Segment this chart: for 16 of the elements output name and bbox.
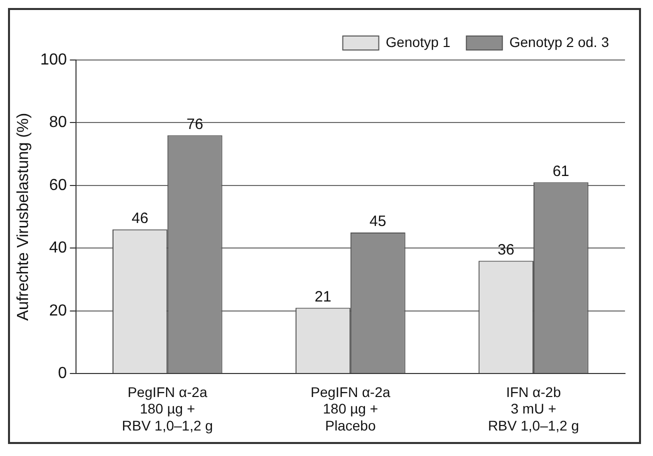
y-tick-label: 80 (49, 114, 67, 132)
data-label: 46 (132, 210, 148, 227)
legend-label: Genotyp 1 (386, 34, 451, 50)
x-tick-label: PegIFN α-2a 180 µg + Placebo (310, 384, 390, 434)
data-label: 21 (314, 288, 332, 306)
legend-label: Genotyp 2 od. 3 (509, 34, 610, 50)
data-label: 45 (370, 213, 386, 230)
y-tick-label: 20 (49, 302, 67, 320)
data-label: 61 (552, 162, 570, 180)
y-tick-label: 0 (58, 365, 67, 382)
y-tick-label: 40 (49, 240, 67, 257)
x-tick-label: PegIFN α-2a 180 µg + RBV 1,0–1,2 g (122, 384, 213, 434)
y-tick-label: 60 (49, 176, 67, 194)
y-tick-label: 100 (40, 51, 67, 68)
x-tick-label: IFN α-2b 3 mU + RBV 1,0–1,2 g (488, 384, 580, 434)
y-axis-title: Aufrechte Virusbelastung (%) (15, 112, 32, 321)
